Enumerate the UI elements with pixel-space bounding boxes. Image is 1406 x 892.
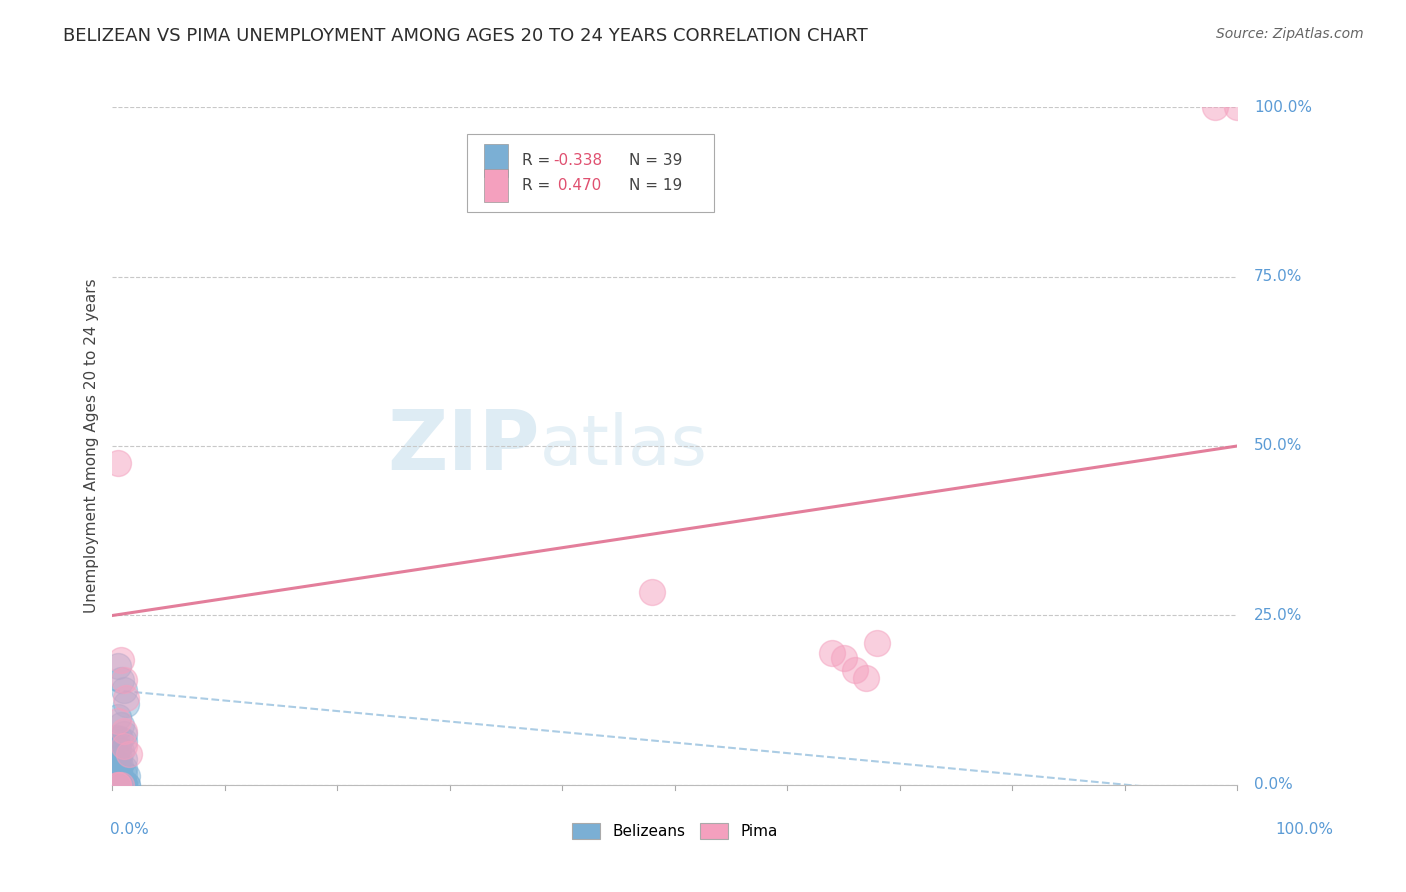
Point xyxy=(104,771,127,785)
Point xyxy=(110,718,132,732)
Point xyxy=(115,778,138,792)
FancyBboxPatch shape xyxy=(484,169,509,202)
Legend: Belizeans, Pima: Belizeans, Pima xyxy=(567,817,783,845)
Point xyxy=(112,761,135,775)
Point xyxy=(112,727,135,741)
Point xyxy=(104,775,127,789)
Point xyxy=(115,697,138,711)
Point xyxy=(821,646,844,660)
Point xyxy=(104,778,127,792)
Point xyxy=(641,584,664,599)
Text: 0.470: 0.470 xyxy=(554,178,602,194)
Point xyxy=(110,759,132,773)
Text: 0.0%: 0.0% xyxy=(1254,778,1294,792)
Point xyxy=(112,683,135,698)
Text: 100.0%: 100.0% xyxy=(1275,822,1333,838)
Point xyxy=(104,747,127,762)
Point xyxy=(110,744,132,758)
Point xyxy=(104,764,127,779)
Point xyxy=(115,691,138,706)
Point xyxy=(107,659,129,673)
Point xyxy=(112,778,135,792)
Text: 0.0%: 0.0% xyxy=(110,822,149,838)
FancyBboxPatch shape xyxy=(467,134,714,212)
Point xyxy=(855,671,877,685)
Point xyxy=(108,765,131,780)
Point xyxy=(112,739,135,753)
Text: Source: ZipAtlas.com: Source: ZipAtlas.com xyxy=(1216,27,1364,41)
Text: 75.0%: 75.0% xyxy=(1254,269,1302,284)
Point xyxy=(115,769,138,783)
Text: N = 19: N = 19 xyxy=(628,178,682,194)
Point xyxy=(108,772,131,787)
Point xyxy=(110,652,132,666)
Point xyxy=(110,778,132,792)
Point xyxy=(110,777,132,791)
Point xyxy=(115,778,138,792)
Point xyxy=(1226,100,1249,114)
Point xyxy=(110,673,132,687)
Point xyxy=(112,673,135,687)
Point xyxy=(866,635,889,649)
Point xyxy=(112,752,135,766)
Point xyxy=(110,776,132,790)
Point xyxy=(104,778,127,792)
Point xyxy=(108,778,131,792)
Text: R =: R = xyxy=(522,178,555,194)
Point xyxy=(107,778,129,792)
Text: R =: R = xyxy=(522,153,555,168)
Text: BELIZEAN VS PIMA UNEMPLOYMENT AMONG AGES 20 TO 24 YEARS CORRELATION CHART: BELIZEAN VS PIMA UNEMPLOYMENT AMONG AGES… xyxy=(63,27,868,45)
Point xyxy=(112,734,135,748)
Point xyxy=(832,650,855,665)
Point xyxy=(107,710,129,724)
Point xyxy=(105,756,128,771)
Point xyxy=(112,778,135,792)
Text: atlas: atlas xyxy=(540,412,707,480)
Y-axis label: Unemployment Among Ages 20 to 24 years: Unemployment Among Ages 20 to 24 years xyxy=(83,278,98,614)
Point xyxy=(108,751,131,765)
Text: 100.0%: 100.0% xyxy=(1254,100,1312,114)
Point xyxy=(107,714,129,728)
Point xyxy=(108,778,131,792)
Point xyxy=(104,731,127,745)
Point xyxy=(111,773,134,788)
Point xyxy=(112,778,135,792)
Point xyxy=(112,767,135,781)
Text: ZIP: ZIP xyxy=(388,406,540,486)
Point xyxy=(107,456,129,470)
Point xyxy=(112,723,135,738)
Point xyxy=(104,777,127,791)
Point xyxy=(110,731,132,746)
Point xyxy=(112,776,135,790)
Text: 50.0%: 50.0% xyxy=(1254,439,1302,453)
Point xyxy=(107,740,129,755)
FancyBboxPatch shape xyxy=(484,145,509,177)
Point xyxy=(844,663,866,677)
Point xyxy=(118,747,141,762)
Point xyxy=(1204,100,1226,114)
Point xyxy=(107,778,129,792)
Text: 25.0%: 25.0% xyxy=(1254,608,1302,623)
Text: -0.338: -0.338 xyxy=(554,153,603,168)
Text: N = 39: N = 39 xyxy=(628,153,682,168)
